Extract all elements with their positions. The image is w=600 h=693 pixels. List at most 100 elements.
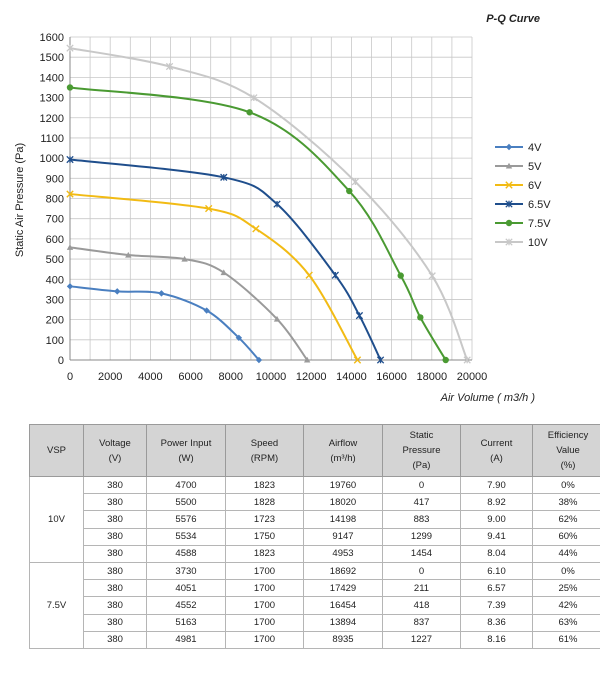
table-header-cell: Static Pressure (Pa) xyxy=(382,424,461,477)
table-body: 10V 380 4700 1823 19760 0 7.90 0% 380 5500 1828 180… xyxy=(29,475,600,649)
table-cell: 380 xyxy=(83,510,147,529)
chart-title: P-Q Curve xyxy=(486,13,540,25)
table-row: 380 4981 1700 8935 1227 8.16 61% xyxy=(30,630,600,649)
legend-marker-6-5v xyxy=(505,200,513,208)
table-cell: 6.10 xyxy=(460,561,533,581)
x-tick-label: 16000 xyxy=(376,371,407,383)
y-tick-label: 1300 xyxy=(40,93,64,105)
series-line-4v xyxy=(69,285,260,361)
table-cell: 8.16 xyxy=(460,630,533,649)
y-tick-label: 1200 xyxy=(40,113,64,125)
table-cell: 380 xyxy=(83,579,147,598)
data-point-10v xyxy=(428,272,436,280)
chart-series xyxy=(66,44,471,364)
table-row: 7.5V 380 3730 1700 18692 0 6.10 0% xyxy=(29,561,600,649)
data-point-5v xyxy=(125,251,132,258)
data-point-6-5v xyxy=(273,200,281,208)
table-cell: 18020 xyxy=(303,493,383,512)
table-cell: 8.36 xyxy=(460,613,533,632)
y-tick-label: 0 xyxy=(58,355,64,367)
table-cell: 25% xyxy=(532,579,600,598)
data-point-5v xyxy=(66,244,74,250)
legend-label-7-5v: 7.5V xyxy=(528,218,551,230)
data-point-6-5v xyxy=(66,155,74,164)
x-tick-label: 4000 xyxy=(138,371,162,383)
table-cell: 1823 xyxy=(225,475,304,495)
legend-label-6v: 6V xyxy=(528,180,542,192)
table-header-cell: Efficiency Value (%) xyxy=(532,424,600,477)
data-point-7-5v xyxy=(346,187,353,195)
data-point-6v xyxy=(66,190,74,198)
x-tick-label: 6000 xyxy=(178,371,202,383)
table-cell: 5576 xyxy=(146,510,226,529)
y-tick-label: 700 xyxy=(46,214,64,226)
x-tick-label: 12000 xyxy=(296,371,327,383)
legend-marker-7-5v xyxy=(505,219,513,227)
data-point-5v xyxy=(273,315,281,322)
data-point-6v xyxy=(305,271,313,279)
table-cell: 62% xyxy=(532,510,600,529)
data-point-6-5v xyxy=(376,356,385,364)
table-cell: 13894 xyxy=(303,613,383,632)
data-point-6-5v xyxy=(355,311,364,320)
table-cell: 380 xyxy=(83,493,147,512)
table-row: 10V 380 4700 1823 19760 0 7.90 0% xyxy=(29,475,600,563)
performance-table: VSP Voltage (V) Power Input (W) Speed (RPM)… xyxy=(29,424,600,649)
table-cell: 4700 xyxy=(146,475,226,495)
x-tick-label: 2000 xyxy=(98,371,122,383)
table-cell: 5500 xyxy=(146,493,226,512)
table-cell: 8935 xyxy=(303,630,383,649)
table-cell: 1454 xyxy=(382,544,461,563)
data-point-6-5v xyxy=(220,173,228,181)
table-row: 380 4051 1700 17429 211 6.57 25% xyxy=(30,579,600,598)
table-header-cell: Speed (RPM) xyxy=(225,424,304,477)
series-line-5v xyxy=(69,246,308,361)
y-tick-label: 1000 xyxy=(40,153,64,165)
table-cell: 60% xyxy=(532,527,600,546)
table-cell: 4953 xyxy=(303,544,383,563)
y-axis-label: Static Air Pressure (Pa) xyxy=(14,143,26,257)
x-tick-label: 18000 xyxy=(417,371,448,383)
table-cell: 5534 xyxy=(146,527,226,546)
vsp-cell: 10V xyxy=(29,476,84,563)
y-tick-label: 1400 xyxy=(40,72,64,84)
table-cell: 9147 xyxy=(303,527,383,546)
table-cell: 3730 xyxy=(146,561,226,581)
pq-curve-chart: P-Q Curve 0 100 200 300 400 500 600 700 800 900 10… xyxy=(14,13,551,404)
table-cell: 1700 xyxy=(225,596,304,615)
data-point-7-5v xyxy=(397,272,404,279)
data-point-6-5v xyxy=(331,271,339,279)
data-point-4v xyxy=(203,307,210,314)
table-cell: 8.04 xyxy=(460,544,533,563)
table-cell: 380 xyxy=(83,527,147,546)
table-cell: 5163 xyxy=(146,613,226,632)
data-point-5v xyxy=(303,356,311,363)
table-row: 380 4552 1700 16454 418 7.39 42% xyxy=(30,596,600,615)
data-point-4v xyxy=(235,334,243,341)
series-line-6-5v xyxy=(69,158,382,361)
table-cell: 18692 xyxy=(303,561,383,581)
y-tick-label: 400 xyxy=(46,274,64,286)
y-tick-label: 900 xyxy=(46,173,64,185)
table-cell: 0 xyxy=(382,475,461,495)
table-cell: 6.57 xyxy=(460,579,533,598)
table-cell: 7.39 xyxy=(460,596,533,615)
y-tick-label: 300 xyxy=(46,294,64,306)
table-cell: 1700 xyxy=(225,579,304,598)
table-header-cell: VSP xyxy=(29,424,84,477)
y-tick-label: 600 xyxy=(46,234,64,246)
legend-marker-10v xyxy=(505,238,513,246)
table-cell: 380 xyxy=(83,613,147,632)
data-point-4v xyxy=(158,290,165,297)
table-cell: 837 xyxy=(382,613,461,632)
table-cell: 38% xyxy=(532,493,600,512)
table-row: 380 5576 1723 14198 883 9.00 62% xyxy=(30,510,600,529)
table-cell: 1700 xyxy=(225,613,304,632)
data-point-7-5v xyxy=(66,84,74,91)
legend-label-6-5v: 6.5V xyxy=(528,199,551,211)
data-point-4v xyxy=(114,288,121,295)
table-header-cell: Current (A) xyxy=(460,424,533,477)
x-tick-label: 20000 xyxy=(457,371,488,383)
table-cell: 1700 xyxy=(225,561,304,581)
legend-label-10v: 10V xyxy=(528,237,548,249)
